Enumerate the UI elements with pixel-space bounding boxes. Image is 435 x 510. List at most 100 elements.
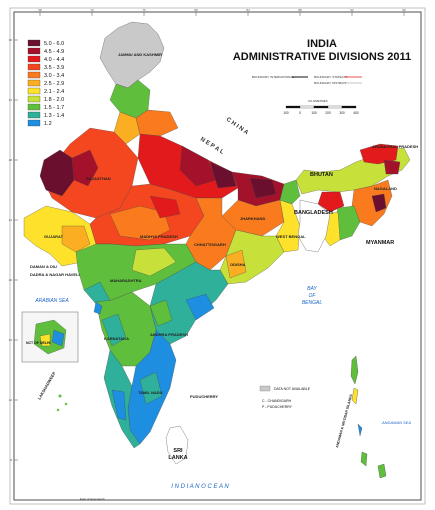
boundary-state-label: BOUNDARY, STATE/U.T.: [314, 75, 348, 79]
scale-segment-0: [285, 105, 301, 109]
label-madhya-pradesh: MADHYA PRADESH: [140, 234, 178, 239]
label-puducherry: PUDUCHERRY: [190, 394, 218, 399]
label-sri-lanka-2: LANKA: [168, 455, 187, 461]
label-indian-ocean: I N D I A N O C E A N: [171, 484, 229, 490]
label-bhutan: BHUTAN: [310, 172, 333, 178]
lon-label-2: 76: [142, 8, 146, 12]
lon-label-4: 84: [246, 8, 250, 12]
label-gujarat: GUJARAT: [44, 234, 64, 239]
scale-tick-0: 100: [283, 111, 289, 115]
label-bangladesh: BANGLADESH: [294, 210, 333, 216]
legend-swatch-8: [27, 103, 41, 111]
lat-label-4: 20: [9, 278, 13, 282]
label-andaman-sea: ANDAMAN SEA: [381, 420, 411, 425]
longitude-ticks: 68 72 76 80 84 88 92 96: [38, 8, 406, 16]
label-west-bengal: WEST BENGAL: [276, 234, 306, 239]
scale-label: KILOMETRES: [308, 99, 327, 103]
label-chhattisgarh: CHHATTISGARH: [194, 242, 226, 247]
legend-label-9: 1.3 - 1.4: [44, 113, 64, 119]
scale-segment-1: [299, 105, 315, 109]
label-tamil-nadu: TAMIL NADU: [138, 390, 163, 395]
scale-segment-4: [341, 105, 357, 109]
data-na-label: DATA NOT AVAILABLE: [274, 387, 311, 391]
lon-label-7: 96: [402, 8, 406, 12]
label-rajasthan: RAJASTHAN: [86, 176, 111, 181]
data-na-swatch: [259, 385, 271, 392]
boundary-district-label: BOUNDARY, DISTRICT: [314, 81, 346, 85]
label-nagaland: NAGALAND: [374, 186, 397, 191]
label-myanmar: MYANMAR: [366, 240, 394, 246]
note-chandigarh: C - CHANDIGARH: [262, 399, 292, 403]
legend-swatch-6: [27, 87, 41, 95]
lat-label-7: 8: [10, 458, 12, 462]
label-jharkhand: JHARKHAND: [240, 216, 265, 221]
label-arabian-sea: ARABIAN SEA: [34, 298, 69, 304]
lat-label-0: 36: [9, 38, 13, 42]
label-jammu: JAMMU AND KASHMIR: [118, 52, 162, 57]
label-daman: DAMAN & DIU: [30, 264, 57, 269]
lat-label-5: 16: [9, 338, 13, 342]
label-karnataka: KARNATAKA: [104, 336, 129, 341]
label-dadra: DADRA & NAGAR HAVELI: [30, 272, 80, 277]
andaman-nicobar-islands: [350, 355, 387, 479]
legend-swatch-7: [27, 95, 41, 103]
legend-swatch-10: [27, 119, 41, 127]
label-odisha: ODISHA: [230, 262, 246, 267]
lat-label-6: 12: [9, 398, 13, 402]
legend-swatch-5: [27, 79, 41, 87]
lon-label-5: 88: [298, 8, 302, 12]
legend-label-2: 4.0 - 4.4: [44, 57, 64, 63]
lat-label-2: 28: [9, 158, 13, 162]
latitude-ticks: 36 32 28 24 20 16 12 8: [9, 38, 18, 462]
legend: 5.0 - 6.0 4.5 - 4.9 4.0 - 4.4 3.5 - 3.9 3.0 …: [27, 39, 64, 127]
footer-greenwich: East of Greenwich: [80, 497, 105, 501]
note-puducherry: P - PUDUCHERRY: [262, 405, 293, 409]
legend-swatch-4: [27, 71, 41, 79]
legend-label-7: 1.8 - 2.0: [44, 97, 64, 103]
boundary-international-label: BOUNDARY, INTERNATIONAL: [252, 75, 294, 79]
scale-segment-2: [313, 105, 329, 109]
lon-label-3: 80: [194, 8, 198, 12]
legend-label-4: 3.0 - 3.4: [44, 73, 64, 79]
legend-swatch-9: [27, 111, 41, 119]
lat-label-1: 32: [9, 98, 13, 102]
legend-label-6: 2.1 - 2.4: [44, 89, 64, 95]
map-border: [13, 11, 422, 501]
label-nct-delhi: NCT OF DELHI: [26, 341, 51, 345]
map-title: ADMINISTRATIVE DIVISIONS 2011: [233, 51, 411, 63]
lat-label-3: 24: [9, 218, 13, 222]
lon-label-0: 68: [38, 8, 42, 12]
scale-bar: 100 0 100 200 300 400: [283, 105, 359, 115]
legend-label-5: 2.5 - 2.9: [44, 81, 64, 87]
bangladesh-area: [297, 199, 331, 253]
scale-tick-1: 0: [299, 111, 301, 115]
lon-label-1: 72: [90, 8, 94, 12]
legend-label-10: 1.2: [44, 121, 52, 127]
label-bay-line1: BAY: [307, 286, 317, 292]
lakshadweep-islands: [56, 394, 68, 412]
label-arunachal: ARUNACHAL PRADESH: [372, 144, 418, 149]
lon-label-6: 92: [350, 8, 354, 12]
scale-tick-5: 400: [353, 111, 359, 115]
label-sri-lanka-1: SRI: [173, 448, 183, 454]
legend-label-0: 5.0 - 6.0: [44, 41, 64, 47]
sri-lanka-area: [165, 425, 189, 465]
jammu-kashmir-region: [99, 21, 165, 89]
legend-label-1: 4.5 - 4.9: [44, 49, 64, 55]
legend-label-3: 3.5 - 3.9: [44, 65, 64, 71]
label-bay-line2: OF: [309, 293, 317, 299]
delhi-inset: NCT OF DELHI: [21, 311, 79, 363]
legend-label-8: 1.5 - 1.7: [44, 105, 64, 111]
label-maharashtra: MAHARASHTRA: [110, 278, 142, 283]
india-mainland: [23, 79, 301, 449]
legend-swatch-0: [27, 39, 41, 47]
scale-tick-3: 200: [325, 111, 331, 115]
label-andhra-pradesh: ANDHRA PRADESH: [150, 332, 188, 337]
outer-border: [9, 7, 426, 505]
legend-swatch-2: [27, 55, 41, 63]
map-country: INDIA: [307, 38, 337, 50]
scale-segment-3: [327, 105, 343, 109]
legend-swatch-3: [27, 63, 41, 71]
label-bay-line3: BENGAL: [302, 300, 323, 306]
